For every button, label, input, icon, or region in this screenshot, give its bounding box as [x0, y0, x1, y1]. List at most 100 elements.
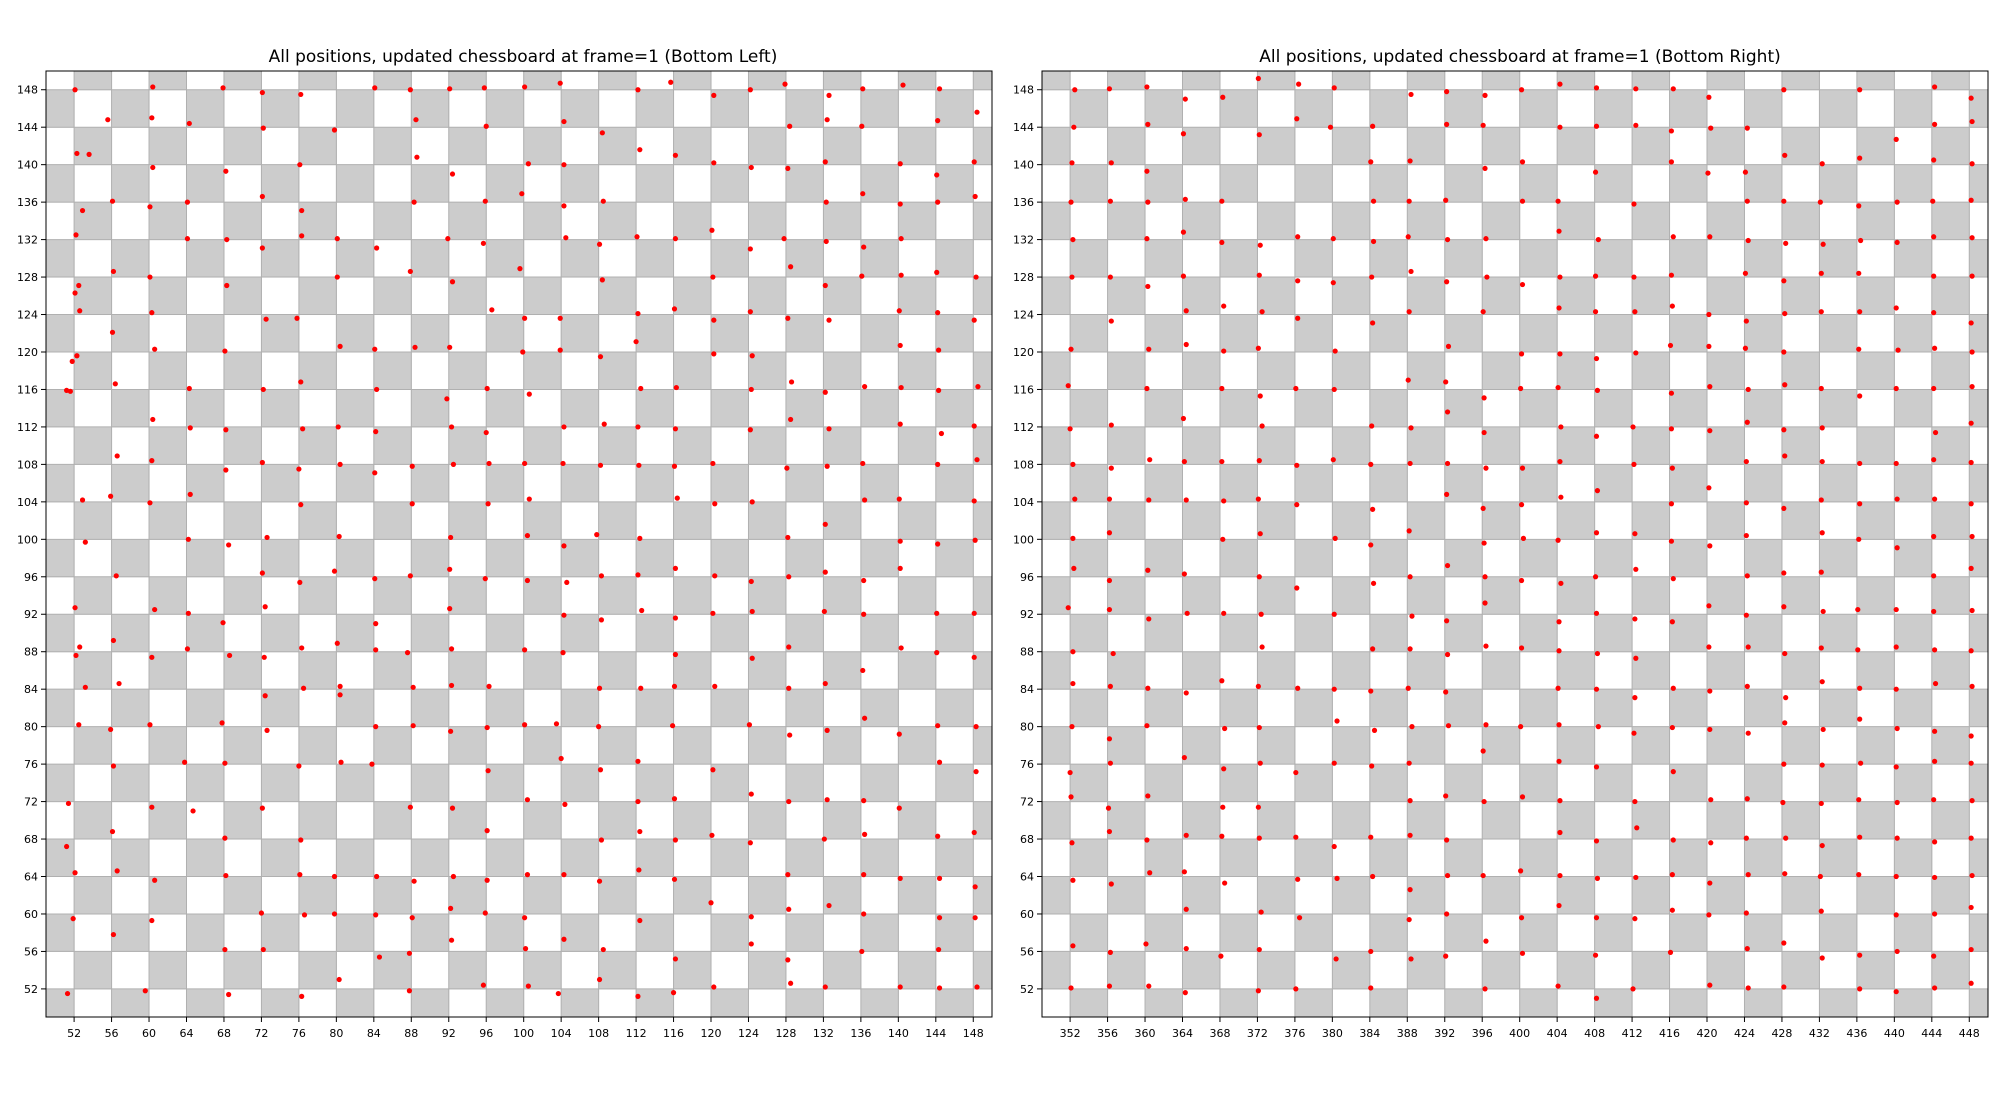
data-point — [1633, 86, 1639, 92]
chessboard-cell — [1407, 726, 1446, 765]
chessboard-cell — [1145, 689, 1183, 728]
data-point — [1443, 689, 1449, 695]
data-point — [1893, 460, 1899, 467]
x-tick-label: 132 — [813, 1027, 834, 1040]
chessboard-cell — [1257, 801, 1296, 840]
chessboard-cell — [1969, 764, 1988, 803]
chessboard-cell — [1632, 876, 1671, 915]
chessboard-cell — [898, 726, 937, 765]
chessboard-cell — [523, 576, 562, 615]
chessboard-cell — [186, 689, 225, 728]
x-tick-label: 84 — [367, 1027, 381, 1040]
x-tick-label: 80 — [329, 1027, 343, 1040]
y-tick-label: 84 — [1020, 683, 1034, 696]
data-point — [110, 931, 117, 938]
data-point — [1181, 754, 1187, 761]
data-point — [1368, 985, 1374, 991]
chessboard-cell — [1294, 539, 1333, 578]
data-point — [1894, 725, 1900, 732]
chessboard-cell — [111, 464, 150, 503]
data-point — [1893, 385, 1899, 392]
chessboard-cell — [1931, 351, 1970, 390]
data-point — [1069, 274, 1075, 280]
data-point — [1145, 199, 1151, 205]
data-point — [1219, 833, 1225, 839]
data-point — [1255, 804, 1261, 810]
chessboard-cell — [1369, 988, 1408, 1017]
data-point — [1632, 309, 1638, 315]
chessboard-cell — [411, 689, 450, 728]
data-point — [859, 273, 865, 279]
chessboard-cell — [223, 876, 262, 915]
data-point — [672, 651, 679, 658]
chessboard-cell — [636, 988, 675, 1017]
chessboard-cell — [1219, 913, 1258, 952]
x-tick-label: 404 — [1547, 1027, 1568, 1040]
data-point — [526, 391, 532, 397]
data-point — [298, 379, 304, 385]
data-point — [1781, 505, 1787, 512]
data-point — [150, 84, 156, 90]
data-point — [1110, 650, 1116, 657]
data-point — [1219, 458, 1225, 465]
data-point — [1106, 577, 1113, 584]
chessboard-cell — [74, 726, 113, 765]
data-point — [1106, 496, 1113, 502]
data-point — [1145, 567, 1151, 573]
data-point — [335, 424, 341, 430]
chessboard-cell — [1107, 951, 1146, 990]
data-point — [1557, 81, 1563, 87]
data-point — [223, 168, 229, 174]
chessboard-cell — [1332, 277, 1371, 316]
chessboard-cell — [673, 651, 712, 690]
chessboard-cell — [523, 71, 562, 91]
chessboard-cell — [46, 689, 75, 728]
chessboard-cell — [1669, 314, 1708, 353]
chessboard-cell — [1145, 913, 1183, 952]
data-point — [1931, 457, 1937, 463]
data-point — [1706, 912, 1712, 918]
chessboard-cell — [261, 239, 300, 278]
data-point — [1743, 318, 1749, 324]
data-point — [1669, 619, 1675, 625]
chessboard-cell — [823, 951, 862, 990]
chessboard-cell — [1444, 764, 1483, 803]
x-tick-label: 440 — [1884, 1027, 1905, 1040]
data-point — [1857, 501, 1863, 507]
chessboard-cell — [711, 614, 749, 653]
chart-bottom-right: All positions, updated chessboard at fra… — [1013, 47, 1989, 1040]
chessboard-cell — [1182, 651, 1221, 690]
data-point — [1519, 281, 1526, 288]
data-point — [672, 152, 679, 158]
chessboard-cell — [1744, 164, 1783, 203]
chessboard-cell — [1632, 576, 1671, 615]
chessboard-cell — [973, 127, 992, 166]
chessboard-cell — [298, 426, 337, 465]
chessboard-cell — [1107, 501, 1146, 540]
data-point — [445, 236, 451, 242]
data-point — [671, 876, 678, 882]
chessboard-cell — [1557, 127, 1596, 166]
data-point — [1444, 491, 1450, 497]
data-point — [1931, 608, 1937, 615]
chessboard-cell — [261, 164, 300, 203]
data-point — [222, 946, 228, 953]
data-point — [1255, 345, 1261, 351]
data-point — [635, 993, 641, 999]
data-point — [1518, 87, 1525, 93]
data-point — [1557, 829, 1563, 836]
chessboard-cell — [1294, 389, 1333, 428]
data-point — [1518, 868, 1524, 874]
chessboard-cell — [561, 389, 600, 428]
data-point — [1218, 953, 1224, 959]
data-point — [74, 353, 80, 359]
chessboard-cell — [74, 651, 113, 690]
data-point — [747, 309, 753, 315]
data-point — [1932, 758, 1938, 764]
data-point — [1856, 203, 1862, 209]
chessboard-cell — [1294, 689, 1333, 728]
data-point — [1070, 877, 1076, 883]
data-point — [1067, 769, 1073, 776]
data-point — [635, 310, 641, 317]
data-point — [1370, 873, 1376, 880]
